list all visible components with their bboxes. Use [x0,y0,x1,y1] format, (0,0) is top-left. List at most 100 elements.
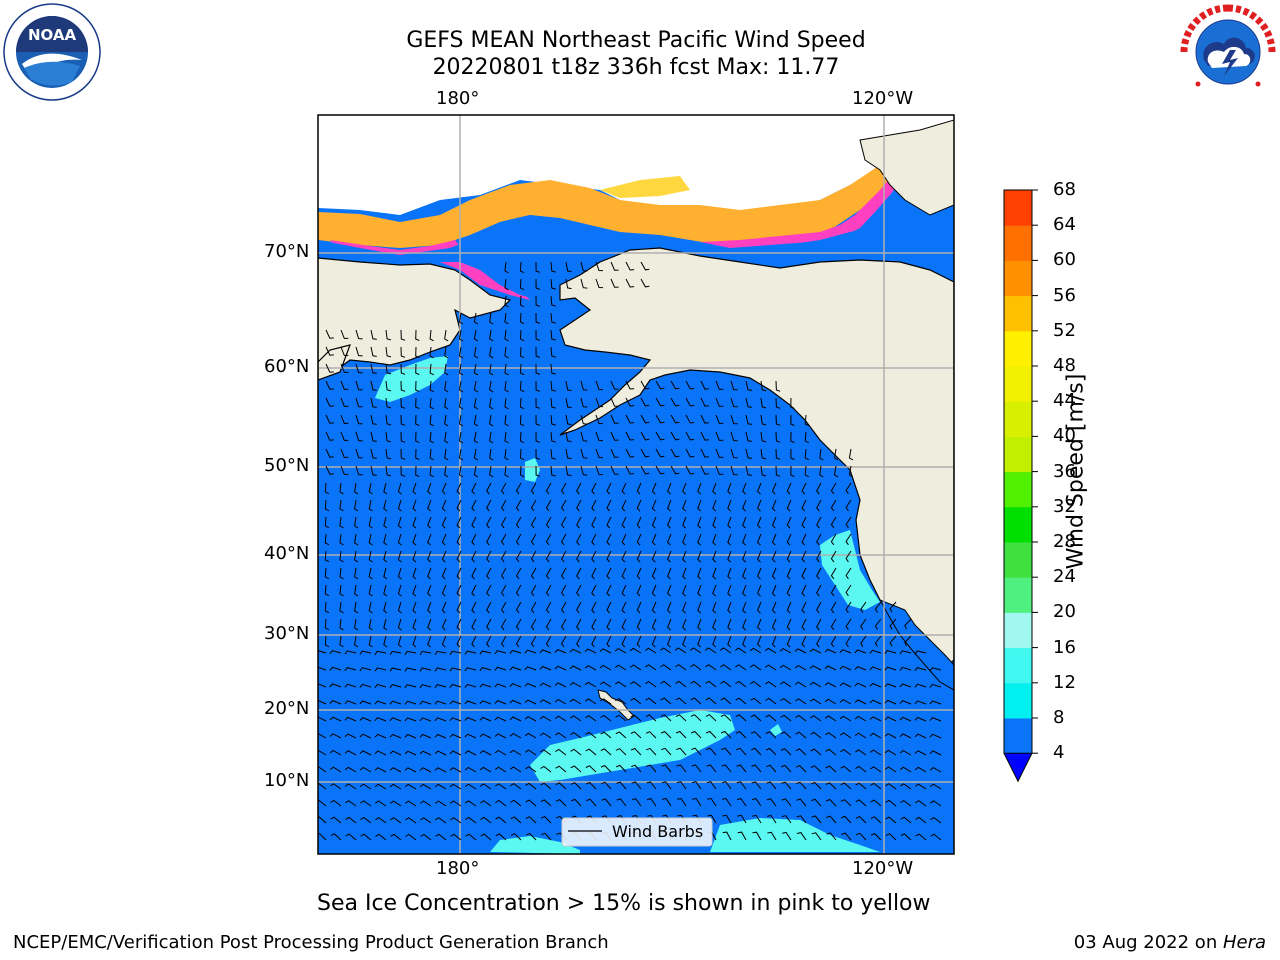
wind-barb [700,431,709,441]
wind-barb [355,465,363,476]
wind-barb [545,482,552,495]
wind-barb [479,750,492,756]
wind-barb [545,584,552,597]
wind-barb [415,465,420,478]
wind-barb [354,482,359,495]
wind-barb [545,516,552,529]
wind-barb [899,749,912,756]
wind-barb [360,833,372,841]
wind-barb [510,833,522,841]
wind-barb [899,666,912,671]
wind-barb [826,832,837,841]
wind-barb [786,499,792,512]
wind-barb [591,601,597,614]
wind-barb [750,714,762,722]
wind-barb [318,833,327,841]
colorbar-tick-label: 36 [1053,460,1076,482]
wind-barb [899,700,912,705]
wind-barb [765,747,777,756]
wind-barb [329,650,342,655]
wind-barb [375,833,387,841]
wind-barb [600,748,612,756]
wind-barb [722,831,732,841]
wind-barb [565,431,572,443]
wind-barb [795,714,807,722]
wind-barb [667,601,672,614]
wind-barb [400,397,406,409]
wind-barb [885,816,897,824]
wind-barb [456,618,462,631]
wind-barb [325,346,334,356]
wind-barb [651,516,657,529]
wind-barb [427,635,432,648]
wind-barb [720,680,732,688]
wind-barb [730,380,738,391]
wind-barb [845,499,852,512]
wind-barb [318,799,327,807]
wind-barb [441,516,447,529]
wind-barb [427,499,432,512]
wind-barb [809,698,822,705]
wind-barb [329,733,342,739]
wind-barb [368,601,373,614]
wind-barb [344,667,357,672]
wind-barb [727,635,732,648]
wind-barb [489,312,494,325]
wind-barb [790,431,795,443]
wind-barb [929,733,942,739]
wind-barb [368,550,373,563]
wind-barb [355,363,363,374]
wind-barb [471,516,477,529]
wind-barb [385,431,392,443]
wind-barb [368,635,373,648]
wind-barb [449,783,462,790]
wind-barb [429,363,434,376]
wind-barb [324,584,330,597]
wind-barb [345,833,357,841]
wind-barb [810,765,822,773]
wind-barb [494,683,507,688]
colorbar [1003,189,1038,783]
wind-barb [429,380,434,393]
wind-barb [914,750,927,756]
wind-barb [757,618,762,631]
wind-barb [845,601,852,614]
wind-barb [471,584,477,597]
wind-barb [601,781,612,790]
wind-barb [644,647,657,654]
colorbar-tick-label: 24 [1053,566,1076,588]
wind-barb [480,816,492,824]
wind-barb [745,380,752,391]
wind-barb [690,680,702,688]
wind-barb [651,584,657,597]
wind-barb [595,380,604,391]
wind-barb [464,667,477,672]
wind-barb [345,816,357,824]
wind-barb [786,567,792,580]
wind-barb [651,635,657,648]
wind-barb [860,635,867,647]
wind-barb [368,584,373,597]
wind-barb [339,567,344,580]
wind-barb [340,414,349,424]
wind-barb [420,833,432,841]
wind-barb [690,697,702,705]
wind-barb [811,815,822,824]
wind-barb [730,431,738,442]
wind-barb [359,783,372,790]
wind-barb [621,601,627,614]
wind-barb [750,664,762,671]
wind-barb [554,715,567,722]
wind-barb [816,499,822,512]
nws-logo [1180,4,1276,100]
wind-barb [790,414,795,426]
wind-barb [600,731,612,739]
wind-barb [325,448,334,458]
wind-barb [449,800,462,807]
wind-barb [771,550,777,563]
wind-barb [845,550,852,563]
wind-barb [884,749,897,756]
wind-barb [606,635,612,648]
wind-barb [580,397,588,408]
wind-barb [712,584,717,597]
